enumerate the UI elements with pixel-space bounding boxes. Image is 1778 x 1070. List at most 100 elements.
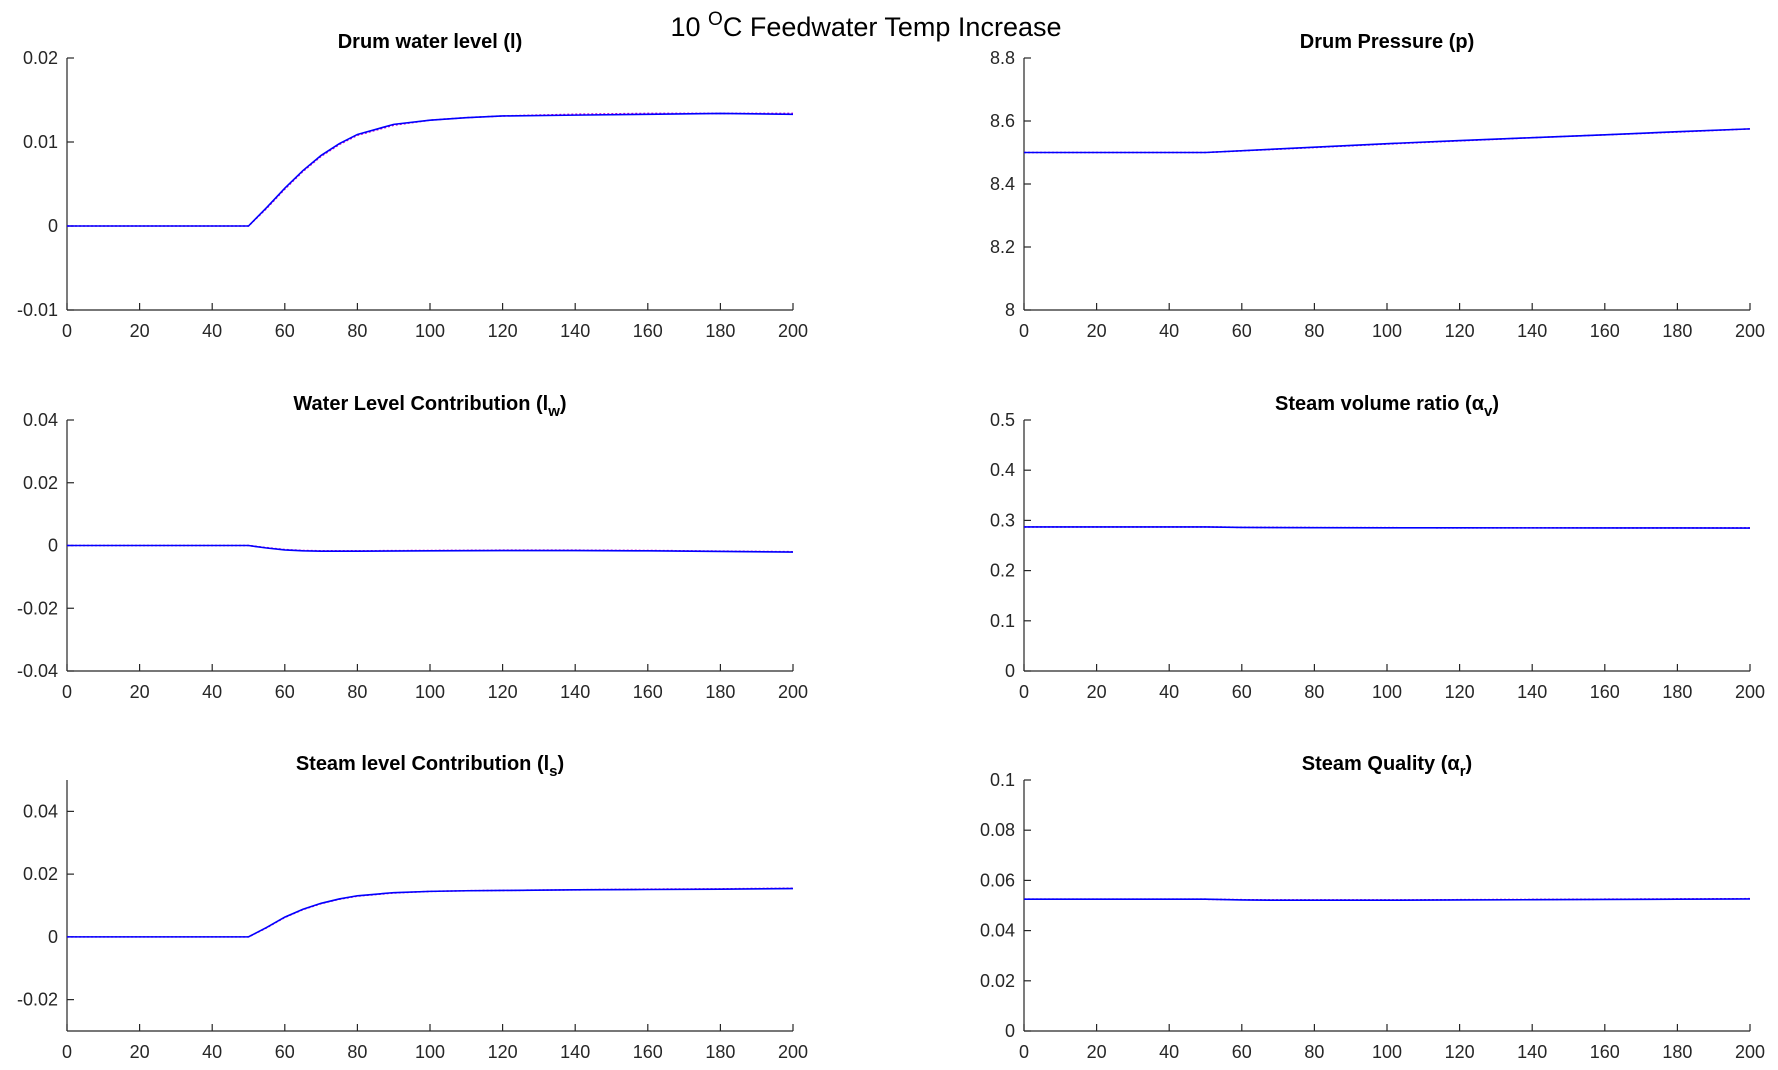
y-tick-label: 0 (48, 536, 58, 556)
x-tick-label: 40 (1159, 1042, 1179, 1062)
y-tick-label: -0.04 (17, 661, 58, 681)
x-tick-label: 40 (1159, 682, 1179, 702)
x-tick-label: 100 (415, 682, 445, 702)
x-tick-label: 180 (705, 1042, 735, 1062)
subplot-title: Drum water level (l) (338, 31, 523, 53)
x-tick-label: 0 (62, 1042, 72, 1062)
y-tick-label: 8.6 (990, 111, 1015, 131)
x-tick-label: 160 (1590, 321, 1620, 341)
x-tick-label: 80 (1304, 321, 1324, 341)
subplot-title-tail: ) (1466, 753, 1473, 775)
x-tick-label: 100 (1372, 321, 1402, 341)
y-tick-label: 0.06 (980, 870, 1015, 890)
x-tick-label: 40 (202, 1042, 222, 1062)
y-tick-label: 0.01 (23, 132, 58, 152)
y-tick-label: 0 (48, 216, 58, 236)
x-tick-label: 40 (1159, 321, 1179, 341)
figure-title-prefix: 10 (671, 12, 709, 42)
x-tick-label: 200 (778, 321, 808, 341)
y-tick-label: 0.08 (980, 820, 1015, 840)
y-tick-label: 0.2 (990, 561, 1015, 581)
y-tick-label: 0.1 (990, 770, 1015, 790)
x-tick-label: 60 (1232, 321, 1252, 341)
x-tick-label: 120 (488, 1042, 518, 1062)
x-tick-label: 40 (202, 321, 222, 341)
x-tick-label: 20 (130, 321, 150, 341)
x-tick-label: 120 (1445, 682, 1475, 702)
y-tick-label: -0.02 (17, 990, 58, 1010)
y-tick-label: 0.4 (990, 460, 1015, 480)
subplot-title: Drum Pressure (p) (1300, 31, 1475, 53)
x-tick-label: 100 (1372, 1042, 1402, 1062)
x-tick-label: 160 (633, 321, 663, 341)
x-tick-label: 140 (560, 1042, 590, 1062)
figure-title-suffix: C Feedwater Temp Increase (723, 12, 1062, 42)
x-tick-label: 140 (1517, 1042, 1547, 1062)
x-tick-label: 160 (1590, 1042, 1620, 1062)
x-tick-label: 200 (778, 682, 808, 702)
y-tick-label: 0.02 (23, 473, 58, 493)
x-tick-label: 120 (488, 682, 518, 702)
y-tick-label: 0.04 (23, 410, 58, 430)
x-tick-label: 200 (778, 1042, 808, 1062)
x-tick-label: 180 (1662, 1042, 1692, 1062)
x-tick-label: 80 (347, 1042, 367, 1062)
x-tick-label: 80 (347, 682, 367, 702)
y-tick-label: 0.04 (980, 921, 1015, 941)
subplot-title-main: Water Level Contribution (l (293, 393, 548, 415)
subplot-title-subscript: s (549, 763, 557, 780)
x-tick-label: 60 (275, 1042, 295, 1062)
series-line-1 (67, 112, 794, 227)
figure-title: 10 OC Feedwater Temp Increase (671, 9, 1062, 42)
y-tick-label: 0.3 (990, 510, 1015, 530)
y-tick-label: 0.02 (23, 864, 58, 884)
subplot-title-main: Drum Pressure (p) (1300, 31, 1475, 53)
x-tick-label: 180 (705, 321, 735, 341)
x-tick-label: 120 (1445, 1042, 1475, 1062)
subplot-title-subscript: r (1460, 763, 1466, 780)
x-tick-label: 180 (1662, 321, 1692, 341)
y-tick-label: 8.2 (990, 237, 1015, 257)
x-tick-label: 200 (1735, 682, 1765, 702)
x-tick-label: 120 (1445, 321, 1475, 341)
x-tick-label: 180 (705, 682, 735, 702)
x-tick-label: 160 (1590, 682, 1620, 702)
y-tick-label: 0 (48, 927, 58, 947)
x-tick-label: 40 (202, 682, 222, 702)
x-tick-label: 80 (1304, 1042, 1324, 1062)
x-tick-label: 60 (1232, 1042, 1252, 1062)
subplot-title-subscript: w (547, 403, 560, 420)
subplot-title: Steam level Contribution (ls) (296, 753, 564, 780)
y-tick-label: 0.02 (23, 48, 58, 68)
subplot-title-main: Drum water level (l) (338, 31, 523, 53)
series-line-1 (1024, 898, 1751, 902)
series-line-1 (1024, 526, 1751, 529)
x-tick-label: 80 (1304, 682, 1324, 702)
x-tick-label: 100 (415, 321, 445, 341)
subplot-title-tail: ) (558, 753, 565, 775)
subplot-grid: Drum water level (l) 0 20 40 60 80 100 120 140 16… (17, 31, 1765, 1062)
subplot-3: Water Level Contribution (lw) 0 20 40 60 80 10… (17, 393, 808, 702)
x-tick-label: 20 (130, 1042, 150, 1062)
x-tick-label: 140 (1517, 321, 1547, 341)
x-tick-label: 80 (347, 321, 367, 341)
x-tick-label: 0 (62, 321, 72, 341)
series-line-2 (67, 887, 794, 938)
subplot-2: Drum Pressure (p) 0 20 40 60 80 100 120 140 160 18… (990, 31, 1765, 341)
y-tick-label: 0.02 (980, 971, 1015, 991)
x-tick-label: 160 (633, 1042, 663, 1062)
y-tick-label: 0 (1005, 661, 1015, 681)
subplot-title-main: Steam level Contribution (l (296, 753, 549, 775)
x-tick-label: 0 (1019, 321, 1029, 341)
series-line-2 (1024, 128, 1751, 154)
y-tick-label: -0.02 (17, 598, 58, 618)
x-tick-label: 140 (560, 682, 590, 702)
y-tick-label: 0.04 (23, 801, 58, 821)
series-line-1 (67, 887, 794, 938)
x-tick-label: 60 (1232, 682, 1252, 702)
y-tick-label: 8.4 (990, 174, 1015, 194)
x-tick-label: 60 (275, 682, 295, 702)
figure-title-superscript: O (708, 9, 723, 30)
series-line-1 (67, 544, 794, 553)
